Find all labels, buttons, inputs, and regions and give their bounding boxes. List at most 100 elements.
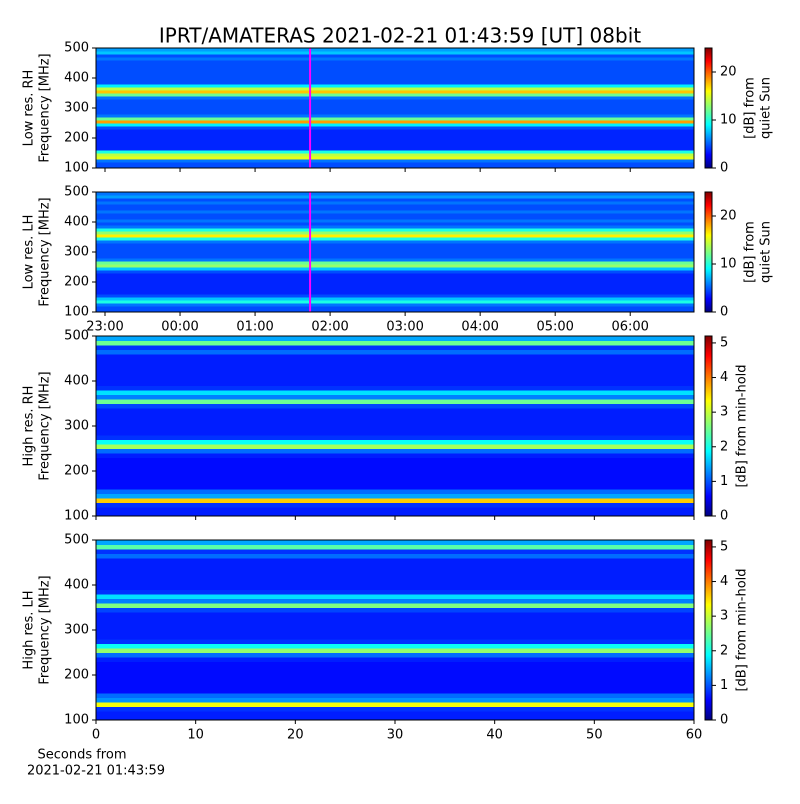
spectrum-row [96,435,694,440]
spectrum-row [96,430,694,436]
y-axis-label: Frequency [MHz] [38,371,53,480]
x-tick-label: 02:00 [311,320,348,335]
spectrum-row [96,390,694,395]
spectrum-row [96,381,694,386]
spectrum-row [96,234,694,238]
spectrum-row [96,711,694,716]
spectrum-row [96,643,694,649]
colorbar-tick-label: 5 [720,335,728,350]
spectrum-row [96,558,694,563]
spectrum-row [96,580,694,586]
spectrum-row [96,475,694,481]
spectrum-row [96,93,694,97]
colorbar-tick-label: 10 [720,113,737,128]
spectrum-row [96,594,694,599]
spectrum-row [96,621,694,626]
spectrum-row [96,216,694,220]
spectrum-row [96,255,694,259]
spectrum-row [96,243,694,247]
colorbar-tick-label: 5 [720,539,728,554]
spectrum-row [96,297,694,301]
spectrum-row [96,358,694,364]
spectrum-row [96,228,694,232]
spectrum-row [96,159,694,163]
spectrum-row [96,75,694,79]
x-tick-label: 00:00 [161,320,198,335]
spectrum-row [96,417,694,422]
colorbar-tick-label: 2 [720,439,728,454]
x-tick-label: 05:00 [536,320,573,335]
spectrum-row [96,195,694,199]
colorbar-label: [dB] from min-hold [735,568,750,691]
spectrum-row [96,576,694,581]
spectrum-row [96,367,694,373]
spectrum-row [96,426,694,431]
spectrum-row [96,306,694,310]
y-tick-label: 300 [64,245,89,260]
y-tick-label: 300 [64,419,89,434]
spectrum-row [96,657,694,662]
x-tick-label: 30 [387,728,404,743]
y-tick-label: 100 [64,161,89,176]
spectrum-row [96,484,694,490]
spectrum-row [96,129,694,133]
colorbar-label: [dB] from [743,221,758,283]
colorbar-tick-label: 0 [720,509,728,524]
y-tick-label: 200 [64,668,89,683]
spectrum-row [96,231,694,235]
spectrum-row [96,688,694,694]
spectrum-row [96,201,694,205]
colorbar-tick-label: 1 [720,678,728,693]
spectrum-row [96,258,694,262]
spectrum-row [96,457,694,463]
spectrum-row [96,612,694,617]
spectrum-row [96,288,694,292]
spectrum-row [96,138,694,142]
spectrum-row [96,336,694,341]
spectrum-row [96,702,694,707]
spectrum-row [96,291,694,295]
colorbar-tick-label: 0 [720,305,728,320]
spectrum-row [96,111,694,115]
spectrum-row [96,276,694,280]
spectrum-row [96,105,694,109]
spectrum-row [96,219,694,223]
spectrum-row [96,399,694,404]
spectrum-row [96,108,694,112]
spectrum-row [96,715,694,721]
y-tick-label: 400 [64,71,89,86]
spectrum-row [96,394,694,400]
spectrum-row [96,670,694,676]
spectrum-row [96,412,694,418]
x-tick-label: 01:00 [236,320,273,335]
spectrum-row [96,679,694,685]
y-tick-label: 200 [64,464,89,479]
spectrum-row [96,666,694,671]
y-axis-label: High res. LH [22,590,37,669]
y-axis-label: Low res. LH [22,215,37,290]
spectrum-row [96,54,694,58]
spectrum-row [96,480,694,485]
y-tick-label: 200 [64,275,89,290]
spectrum-row [96,261,694,265]
colorbar-tick-label: 0 [720,161,728,176]
spectrum-row [96,684,694,689]
spectrum-row [96,249,694,253]
spectrum-row [96,156,694,160]
colorbar-tick-label: 3 [720,405,728,420]
spectrum-row [96,96,694,100]
x-axis-label: Seconds from [37,748,126,763]
spectrum-row [96,60,694,64]
y-axis-label: High res. RH [22,386,37,467]
x-tick-label: 50 [586,728,603,743]
spectrum-row [96,252,694,256]
spectrum-row [96,706,694,712]
spectrum-row [96,408,694,413]
spectrum-row [96,246,694,250]
x-axis-label: 2021-02-21 01:43:59 [27,764,165,779]
colorbar-tick-label: 20 [720,65,737,80]
spectrum-row [96,264,694,268]
spectrum-row [96,421,694,427]
spectrum-row [96,210,694,214]
